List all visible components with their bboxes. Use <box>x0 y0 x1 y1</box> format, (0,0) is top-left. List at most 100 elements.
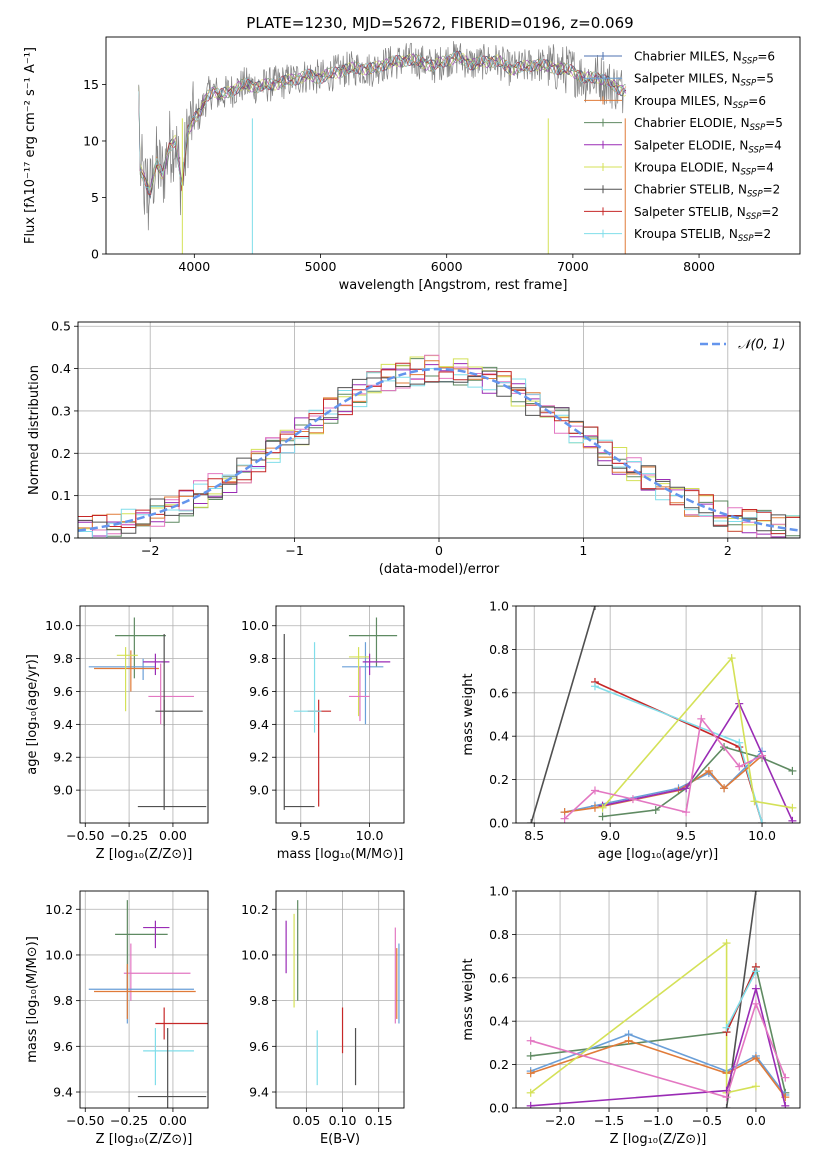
y-tick-label: 9.4 <box>53 1085 73 1100</box>
x-tick-label: 10.0 <box>748 828 776 843</box>
y-tick-label: 9.8 <box>53 993 73 1008</box>
x-tick-label: −0.25 <box>110 1113 148 1128</box>
y-tick-label: 9.8 <box>249 993 269 1008</box>
y-axis-label: mass weight <box>461 958 476 1040</box>
x-tick-label: 0 <box>435 543 443 558</box>
weight-line <box>602 746 793 818</box>
x-tick-label: 4000 <box>178 259 210 274</box>
legend-label: 𝒩(0, 1) <box>738 338 785 353</box>
y-tick-label: 0.4 <box>489 1014 509 1029</box>
residual-histogram <box>78 370 800 538</box>
weight-line <box>530 941 757 1094</box>
y-tick-label: 0.2 <box>51 446 71 461</box>
x-tick-label: 1 <box>579 543 587 558</box>
y-tick-label: 10.0 <box>45 947 73 962</box>
y-tick-label: 0.4 <box>489 729 509 744</box>
y-tick-label: 0.2 <box>489 772 509 787</box>
x-tick-label: 0.05 <box>292 1113 320 1128</box>
panel-weight-vs-Z: −2.0 −1.5 −1.0 −0.5 0.0 0.0 0.2 0.4 0.6 0.8 1.0 Z [… <box>461 884 801 1147</box>
x-axis-label: Z [log₁₀(Z/Z⊙)] <box>610 1132 707 1147</box>
y-tick-label: 1.0 <box>489 884 509 899</box>
y-tick-label: 0.2 <box>489 1057 509 1072</box>
y-tick-label: 9.4 <box>249 717 269 732</box>
axes-frame <box>275 890 405 1109</box>
legend-label: Chabrier ELODIE, NSSP=5 <box>634 116 783 133</box>
legend-label: Salpeter MILES, NSSP=5 <box>634 72 774 89</box>
model-spectrum <box>138 50 627 196</box>
x-axis-label: mass [log₁₀(M/M⊙)] <box>277 847 404 862</box>
weight-line <box>602 701 794 822</box>
x-tick-label: 5000 <box>305 259 337 274</box>
y-tick-label: 10.2 <box>45 902 73 917</box>
y-tick-label: 9.6 <box>249 684 269 699</box>
panel-mass-vs-ebv: 0.05 0.10 0.15 9.4 9.6 9.8 10.0 10.2 E(B-V) <box>241 890 405 1147</box>
y-tick-label: 9.6 <box>53 684 73 699</box>
y-tick-label: 10.0 <box>241 947 269 962</box>
plot-area <box>138 41 627 254</box>
x-tick-label: 0.10 <box>329 1113 357 1128</box>
x-tick-label: −2 <box>141 543 159 558</box>
x-tick-label: 0.0 <box>746 1113 766 1128</box>
model-spectrum <box>138 52 627 192</box>
plot-area <box>283 617 398 810</box>
y-tick-label: 15 <box>83 77 99 92</box>
y-tick-label: 9.6 <box>249 1039 269 1054</box>
axes-frame <box>515 605 801 824</box>
x-axis-label: Z [log₁₀(Z/Z⊙)] <box>96 847 193 862</box>
model-spectrum <box>138 50 626 200</box>
y-tick-label: 0.8 <box>489 642 509 657</box>
weight-line <box>530 1001 787 1099</box>
plot-area <box>88 617 207 810</box>
legend-label: Salpeter STELIB, NSSP=2 <box>634 205 779 222</box>
y-tick-label: 9.6 <box>53 1039 73 1054</box>
y-axis-label: Normed distribution <box>27 365 42 495</box>
x-tick-label: 0.00 <box>159 828 187 843</box>
axes-frame <box>77 321 801 539</box>
y-tick-label: 0.6 <box>489 970 509 985</box>
legend-label: Chabrier MILES, NSSP=6 <box>634 50 775 67</box>
y-axis-label: age [log₁₀(age/yr)] <box>25 654 40 775</box>
plot-area <box>78 354 800 538</box>
x-tick-label: 9.5 <box>676 828 696 843</box>
x-tick-label: −0.50 <box>66 828 104 843</box>
gaussian-curve <box>78 367 800 532</box>
y-tick-label: 10 <box>83 133 99 148</box>
x-tick-label: 2 <box>724 543 732 558</box>
plot-area <box>285 900 400 1086</box>
x-tick-label: −1.0 <box>643 1113 673 1128</box>
y-tick-label: 0.0 <box>489 1101 509 1116</box>
x-tick-label: −0.5 <box>692 1113 722 1128</box>
plot-area <box>526 891 790 1108</box>
weight-line <box>530 606 596 823</box>
y-tick-label: 9.0 <box>53 783 73 798</box>
weight-line <box>725 970 757 1029</box>
x-tick-label: 9.0 <box>600 828 620 843</box>
model-spectrum <box>138 52 627 191</box>
panel-age-vs-Z: −0.50 −0.25 0.00 9.0 9.2 9.4 9.6 9.8 10.0 Z [log₁… <box>25 605 209 862</box>
axes-frame <box>79 890 209 1109</box>
x-tick-label: −1 <box>285 543 303 558</box>
y-tick-label: 10.2 <box>241 902 269 917</box>
x-tick-label: −0.25 <box>110 828 148 843</box>
y-tick-label: 0.5 <box>51 319 71 334</box>
y-tick-label: 9.2 <box>249 750 269 765</box>
y-tick-label: 0 <box>91 247 99 262</box>
y-tick-label: 5 <box>91 190 99 205</box>
x-axis-label: Z [log₁₀(Z/Z⊙)] <box>96 1132 193 1147</box>
panel-weight-vs-age: 8.5 9.0 9.5 10.0 0.0 0.2 0.4 0.6 0.8 1.0 age [log₁… <box>461 599 801 862</box>
y-tick-label: 0.4 <box>51 361 71 376</box>
x-axis-label: wavelength [Angstrom, rest frame] <box>339 278 568 293</box>
axes-frame <box>515 890 801 1109</box>
legend-label: Chabrier STELIB, NSSP=2 <box>634 183 780 200</box>
x-tick-label: 6000 <box>431 259 463 274</box>
x-tick-label: 0.15 <box>365 1113 393 1128</box>
legend-label: Kroupa MILES, NSSP=6 <box>634 94 766 111</box>
x-tick-label: 10.0 <box>356 828 384 843</box>
x-tick-label: −0.50 <box>66 1113 104 1128</box>
y-tick-label: 9.2 <box>53 750 73 765</box>
x-tick-label: 7000 <box>557 259 589 274</box>
y-axis-label: mass [log₁₀(M/M⊙)] <box>25 936 40 1063</box>
y-tick-label: 0.6 <box>489 685 509 700</box>
axes-frame <box>105 36 801 255</box>
